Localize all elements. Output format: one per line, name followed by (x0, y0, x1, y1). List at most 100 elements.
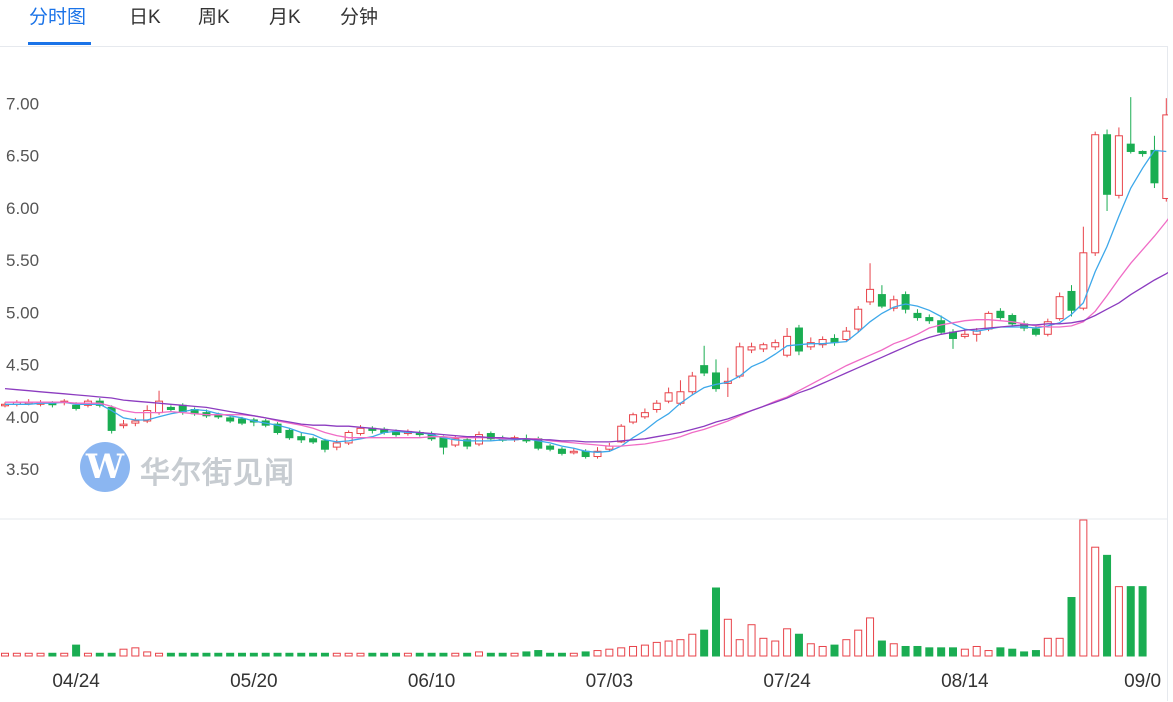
ma-line-ma20 (4, 271, 1168, 443)
candle-body (569, 450, 578, 454)
volume-bar (238, 652, 246, 657)
candle-body (546, 445, 555, 450)
volume-bar (273, 652, 282, 657)
candle-body (332, 442, 341, 448)
tab-minute[interactable]: 分钟 (340, 7, 379, 28)
volume-bar (866, 617, 875, 657)
volume-bar (854, 629, 863, 657)
volume-bar (783, 628, 792, 657)
candle-body (226, 417, 235, 422)
candle-body (309, 438, 318, 443)
candle-body (688, 375, 697, 393)
volume-bar (830, 644, 839, 657)
candle-body (889, 299, 898, 309)
candle-body (72, 404, 81, 409)
volume-bar (427, 652, 436, 657)
volume-bar (581, 651, 590, 657)
y-tick-label: 5.00 (6, 303, 39, 322)
volume-bar (24, 652, 33, 657)
candle-body (747, 346, 756, 351)
candle-body (463, 439, 472, 447)
volume-bar (415, 652, 424, 657)
x-tick-label: 04/24 (52, 671, 100, 692)
candle-body (925, 317, 934, 322)
candle-body (593, 450, 602, 458)
volume-bar (937, 647, 946, 657)
volume-bar (652, 641, 661, 657)
candle-body (297, 436, 306, 441)
volume-bar (901, 645, 910, 657)
y-tick-label: 6.00 (6, 199, 39, 218)
volume-bar (510, 652, 519, 657)
volume-bar (451, 652, 460, 657)
kline-chart-panel: 7.00 6.50 6.00 5.50 5.00 4.50 4.00 3.50 04/24 05/… (0, 46, 1168, 701)
candle-body (664, 392, 673, 402)
tab-daily-k[interactable]: 日K (129, 7, 161, 28)
candle-body (771, 342, 780, 348)
volume-bar (1043, 637, 1052, 657)
volume-bar (261, 652, 270, 657)
volume-bar (1067, 597, 1076, 657)
candle-body (640, 412, 649, 418)
y-tick-label: 6.50 (6, 147, 39, 166)
volume-bar (877, 640, 886, 657)
watermark-text: 华尔街见闻 (140, 456, 295, 491)
candle-body (1138, 150, 1147, 155)
candle-body (1114, 135, 1123, 196)
candle-body (901, 294, 910, 310)
volume-bar (1126, 586, 1135, 657)
volume-bar (202, 652, 211, 657)
volume-bar (593, 650, 602, 657)
wallstreetcn-logo-icon: W (80, 442, 130, 492)
volume-bar (131, 647, 140, 657)
volume-bar (1103, 554, 1112, 657)
volume-bar (818, 645, 827, 657)
volume-bar (392, 652, 401, 657)
volume-bar (925, 647, 934, 657)
volume-bar (794, 633, 803, 657)
tab-weekly-k[interactable]: 周K (198, 7, 230, 28)
candle-body (652, 402, 661, 411)
volume-bar (214, 652, 223, 657)
x-tick-label: 07/24 (763, 671, 811, 692)
volume-bar (913, 645, 922, 657)
candle-body (1103, 134, 1112, 195)
candle-body (818, 339, 827, 346)
volume-bar (1138, 586, 1147, 657)
volume-bar (95, 652, 104, 657)
candle-body (842, 330, 851, 341)
volume-bar (617, 647, 626, 657)
volume-bar (688, 633, 697, 657)
candle-body (877, 294, 886, 307)
volume-bar (332, 652, 341, 657)
volume-bar (83, 652, 92, 657)
volume-bar (557, 652, 566, 657)
volume-bar (972, 645, 981, 657)
candle-body (1067, 290, 1076, 311)
candle-body (794, 327, 803, 352)
volume-bar (356, 652, 365, 657)
candle-body (913, 312, 922, 319)
volume-bar (12, 652, 21, 657)
volume-bar (640, 644, 649, 657)
candle-body (866, 288, 875, 303)
candle-body (1008, 314, 1017, 325)
ma-line-ma5 (5, 149, 1167, 453)
tab-intraday[interactable]: 分时图 (29, 7, 87, 28)
volume-bar (107, 652, 116, 657)
volume-bar (166, 652, 175, 657)
volume-bar (771, 640, 780, 657)
candle-body (166, 406, 175, 411)
volume-bar (36, 652, 45, 657)
candle-body (238, 418, 246, 424)
volume-bar (119, 648, 128, 657)
x-tick-label: 07/03 (586, 671, 634, 692)
candle-body (1079, 252, 1088, 309)
candle-body (960, 333, 969, 337)
volume-bar (842, 639, 851, 657)
volume-bar (700, 629, 709, 657)
volume-bar (60, 652, 69, 657)
volume-bar (1091, 546, 1100, 657)
tab-monthly-k[interactable]: 月K (269, 7, 301, 28)
volume-bar (747, 624, 756, 657)
